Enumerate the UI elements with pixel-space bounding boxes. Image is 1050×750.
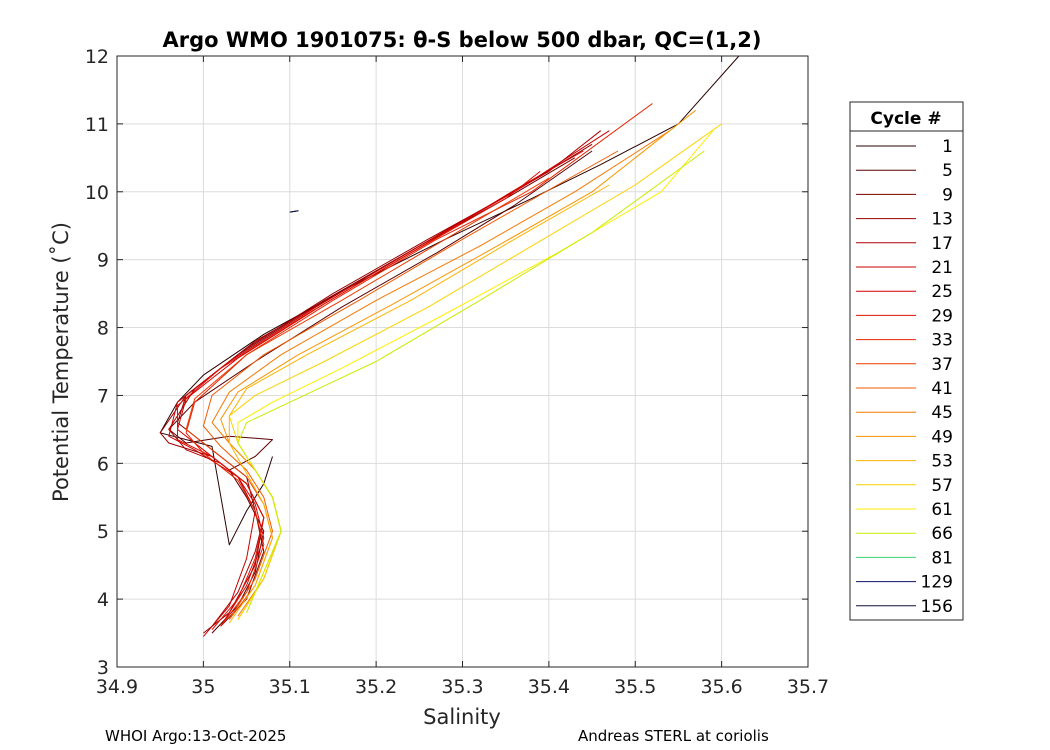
y-tick-label: 4 <box>97 589 109 611</box>
y-tick-label: 5 <box>97 521 109 543</box>
x-tick-label: 34.9 <box>96 676 138 698</box>
y-tick-label: 9 <box>97 250 109 272</box>
tick-group: 34.9 35 35.1 35.2 35.3 35.4 35.5 35.6 35.7 3 4 5 6 7 8… <box>85 46 829 698</box>
series-line-7 <box>177 171 541 631</box>
y-tick-label: 12 <box>85 46 109 68</box>
x-tick-label: 35.1 <box>269 676 311 698</box>
legend-title: Cycle # <box>870 109 941 129</box>
y-axis-label: Potential Temperature (˚C) <box>49 222 73 502</box>
legend-label-13: 13 <box>931 210 953 230</box>
legend-label-61: 61 <box>931 500 953 520</box>
x-tick-label: 35 <box>191 676 215 698</box>
chart-title: Argo WMO 1901075: θ-S below 500 dbar, QC… <box>163 28 762 52</box>
footer-left: WHOI Argo:13-Oct-2025 <box>105 727 286 745</box>
x-tick-label: 35.6 <box>700 676 742 698</box>
series-line-8 <box>185 103 653 627</box>
legend-label-57: 57 <box>931 476 953 496</box>
x-tick-label: 35.5 <box>614 676 656 698</box>
legend-label-156: 156 <box>921 597 953 617</box>
legend-label-129: 129 <box>921 573 953 593</box>
x-tick-label: 35.4 <box>528 676 570 698</box>
y-tick-label: 7 <box>97 385 109 407</box>
x-axis-label: Salinity <box>423 705 501 729</box>
legend-label-66: 66 <box>931 524 953 544</box>
legend-label-29: 29 <box>931 306 953 326</box>
legend-label-53: 53 <box>931 452 953 472</box>
legend-label-49: 49 <box>931 427 953 447</box>
legend-label-81: 81 <box>931 548 953 568</box>
series-line-13 <box>228 184 610 624</box>
legend-label-33: 33 <box>931 331 953 351</box>
legend-label-5: 5 <box>942 161 953 181</box>
legend-entries: 1 5 9 13 17 21 25 29 33 37 41 45 49 53 57 61 66 81 129 156 <box>856 137 953 617</box>
legend-label-17: 17 <box>931 234 953 254</box>
series-line-5 <box>168 130 610 637</box>
x-tick-label: 35.7 <box>787 676 829 698</box>
series-line-10 <box>202 150 619 620</box>
legend-label-37: 37 <box>931 355 953 375</box>
legend-label-41: 41 <box>931 379 953 399</box>
legend-label-21: 21 <box>931 258 953 278</box>
y-tick-label: 10 <box>85 182 109 204</box>
series-line-0 <box>159 55 740 546</box>
legend-label-9: 9 <box>942 185 953 205</box>
x-tick-label: 35.3 <box>441 676 483 698</box>
legend-label-45: 45 <box>931 403 953 423</box>
series-line-16 <box>237 150 705 613</box>
y-tick-label: 3 <box>97 657 109 679</box>
footer-right: Andreas STERL at coriolis <box>578 727 769 745</box>
x-tick-label: 35.2 <box>355 676 397 698</box>
y-tick-label: 6 <box>97 453 109 475</box>
legend: Cycle # 1 5 9 13 17 21 25 29 33 37 41 45 49 53 57 61 66 8… <box>849 101 964 621</box>
series-group <box>159 55 740 637</box>
legend-label-25: 25 <box>931 282 953 302</box>
series-line-19 <box>289 210 299 213</box>
legend-label-1: 1 <box>942 137 953 157</box>
y-tick-label: 11 <box>85 114 109 136</box>
y-tick-label: 8 <box>97 318 109 340</box>
